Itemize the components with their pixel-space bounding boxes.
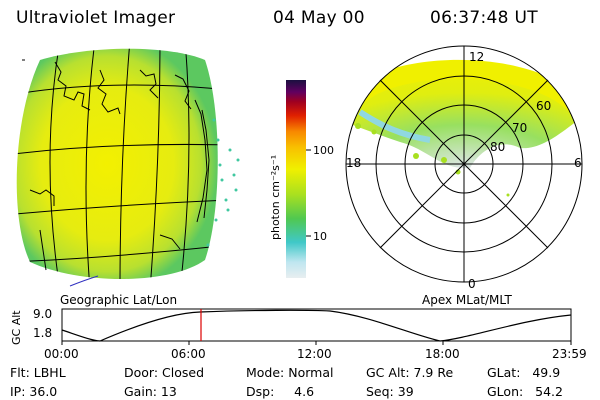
orbit-xtick-0000: 00:00 (44, 347, 79, 361)
info-gc-alt: GC Alt: 7.9 Re (366, 365, 454, 380)
left-panel-caption: Geographic Lat/Lon (60, 293, 177, 307)
mlat-label-80: 80 (490, 140, 505, 154)
info-ip: IP: 36.0 (10, 384, 58, 399)
info-dsp: Dsp: 4.6 (246, 384, 315, 399)
polar-plot (345, 45, 583, 283)
colorbar-tick-10: 10 (313, 230, 327, 243)
info-door: Door: Closed (124, 365, 205, 380)
instrument-title: Ultraviolet Imager (16, 8, 176, 28)
geographic-globe (16, 48, 240, 287)
orbit-ytick-high: 9.0 (33, 307, 52, 321)
orbit-xtick-0600: 06:00 (171, 347, 206, 361)
mlt-label-18: 18 (346, 156, 361, 170)
terminator-speckle (206, 118, 240, 247)
colorbar: 100 10 photon cm⁻²s⁻¹ (269, 80, 334, 278)
orbit-xtick-2359: 23:59 (552, 347, 587, 361)
date-label: 04 May 00 (273, 8, 365, 28)
right-panel-caption: Apex MLat/MLT (422, 293, 512, 307)
mlt-label-6: 6 (574, 156, 582, 170)
orbit-xtick-1200: 12:00 (297, 347, 332, 361)
time-label: 06:37:48 UT (430, 8, 538, 28)
orbit-ylabel: GC Alt (10, 310, 23, 345)
info-seq: Seq: 39 (366, 384, 414, 399)
orbit-altitude-plot (61, 308, 572, 345)
orbit-xtick-1800: 18:00 (425, 347, 460, 361)
info-mode: Mode: Normal (246, 365, 334, 380)
info-glat: GLat: 49.9 (487, 365, 561, 380)
colorbar-tick-100: 100 (313, 144, 334, 157)
info-glon: GLon: 54.2 (487, 384, 563, 399)
mlat-label-70: 70 (512, 121, 527, 135)
mlat-label-60: 60 (536, 99, 551, 113)
info-flt: Flt: LBHL (10, 365, 66, 380)
mlt-label-0: 0 (468, 277, 476, 291)
mlt-label-12: 12 (469, 50, 484, 64)
colorbar-unit-label: photon cm⁻²s⁻¹ (269, 155, 282, 240)
orbit-ytick-low: 1.8 (33, 326, 52, 340)
info-gain: Gain: 13 (124, 384, 177, 399)
